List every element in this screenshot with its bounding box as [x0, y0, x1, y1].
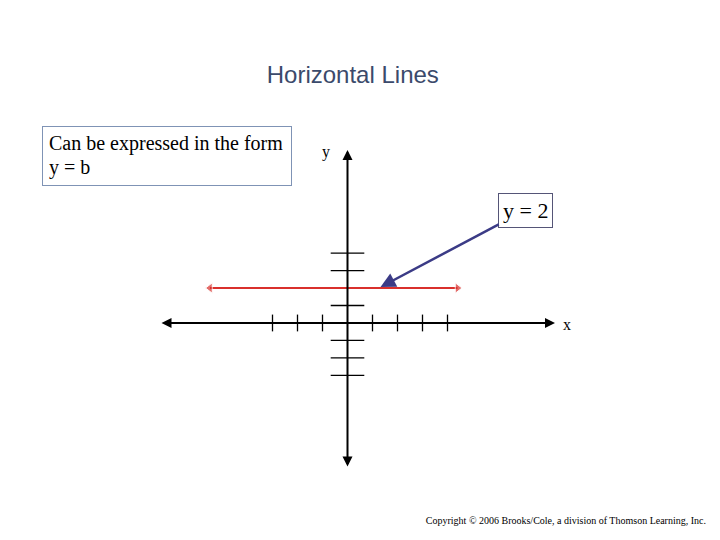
svg-text:y: y: [322, 143, 330, 161]
svg-text:x: x: [563, 316, 571, 333]
svg-text:y = 2: y = 2: [503, 198, 548, 223]
svg-text:Horizontal Lines: Horizontal Lines: [267, 61, 439, 88]
html-text:Can be expressed in the form y: Can be expressed in the form y = b: [49, 132, 283, 178]
html-text:Copyright © 2006 Brooks/Cole,: Copyright © 2006 Brooks/Cole, a division…: [425, 515, 706, 526]
